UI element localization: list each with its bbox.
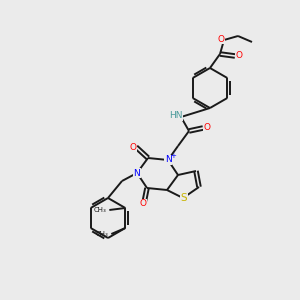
Text: +: +	[170, 153, 176, 159]
Text: O: O	[203, 124, 211, 133]
Text: O: O	[236, 52, 242, 61]
Text: O: O	[218, 34, 224, 43]
Text: HN: HN	[169, 112, 183, 121]
Text: N: N	[165, 155, 171, 164]
Text: O: O	[130, 142, 136, 152]
Text: O: O	[140, 200, 146, 208]
Text: S: S	[181, 193, 187, 203]
Text: CH₃: CH₃	[94, 207, 106, 213]
Text: N: N	[134, 169, 140, 178]
Text: CH₃: CH₃	[96, 231, 108, 237]
